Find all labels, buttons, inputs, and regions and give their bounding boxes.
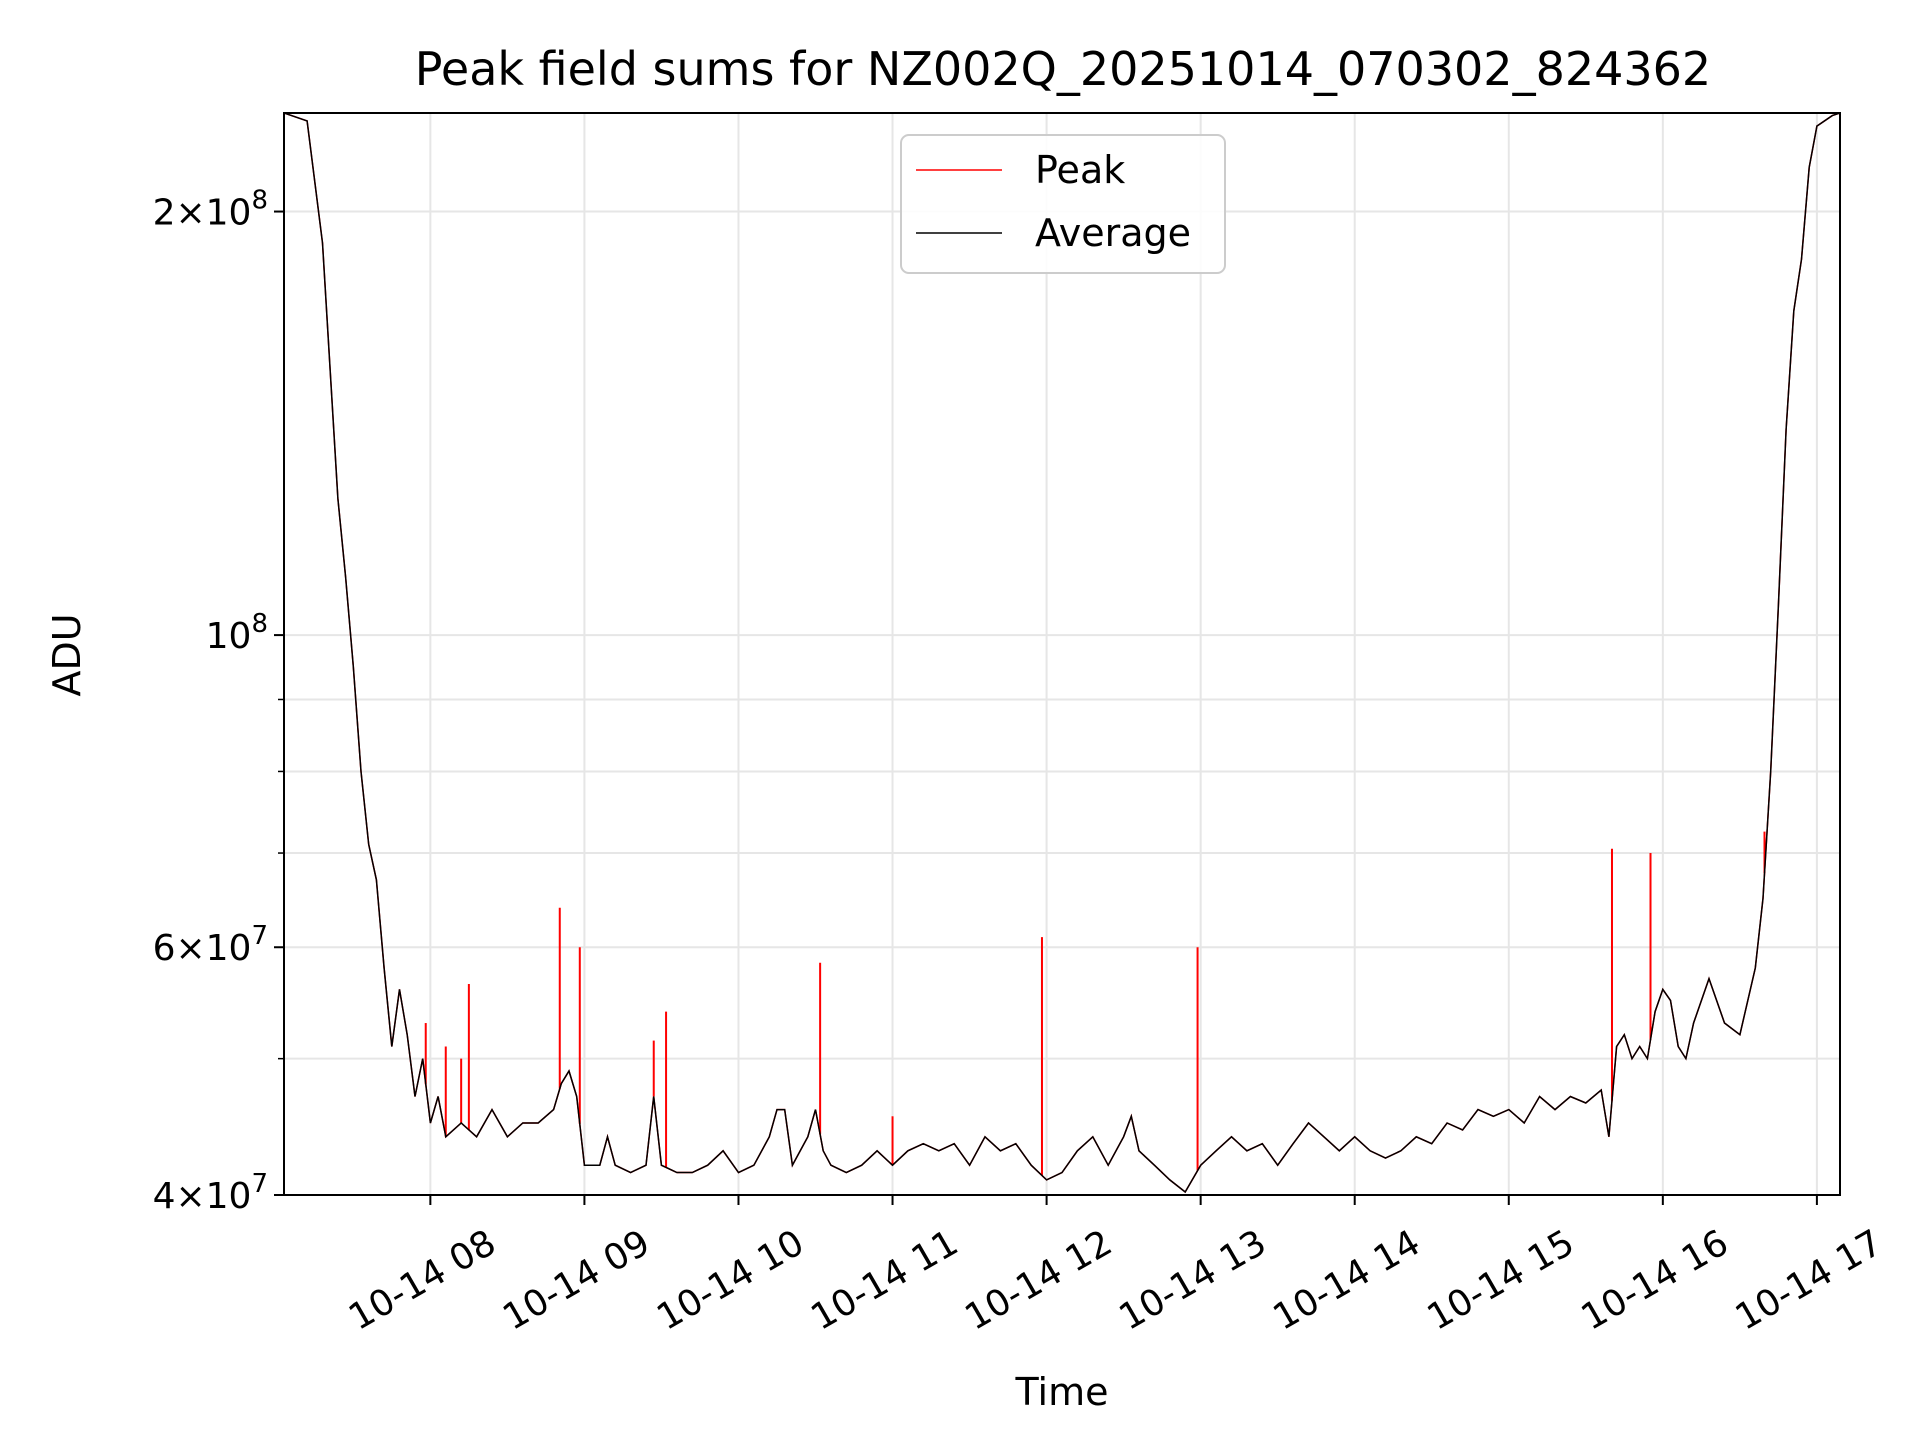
plot-area-frame [283,112,1841,1196]
x-tick-label: 10-14 15 [1421,1222,1582,1338]
chart-title: Peak field sums for NZ002Q_20251014_0703… [415,42,1711,96]
legend-average-label: Average [1035,211,1191,255]
legend: Peak Average [900,134,1226,274]
y-tick-label: 2×108 [153,186,268,234]
peak-series-line [284,113,1840,1194]
y-axis-label: ADU [45,613,89,696]
x-tick-label: 10-14 08 [342,1222,503,1338]
x-tick-label: 10-14 09 [496,1222,657,1338]
x-tick-label: 10-14 16 [1575,1222,1736,1338]
legend-peak-label: Peak [1035,148,1125,192]
x-tick-label: 10-14 14 [1267,1222,1428,1338]
x-axis-label: Time [1015,1370,1109,1414]
plot-series [284,113,1840,1194]
x-tick-label: 10-14 10 [650,1222,811,1338]
average-series-line [284,113,1840,1194]
x-tick-label: 10-14 12 [958,1222,1119,1338]
y-tick-label: 6×107 [153,921,268,969]
y-tick-label: 4×107 [153,1169,268,1217]
y-tick-label: 108 [206,609,268,657]
x-tick-label: 10-14 13 [1112,1222,1273,1338]
x-tick-label: 10-14 11 [804,1222,965,1338]
grid-lines [284,113,1840,1196]
y-axis-ticks: 4×107 6×107 108 2×108 [153,186,284,1217]
x-tick-label: 10-14 17 [1729,1222,1890,1338]
